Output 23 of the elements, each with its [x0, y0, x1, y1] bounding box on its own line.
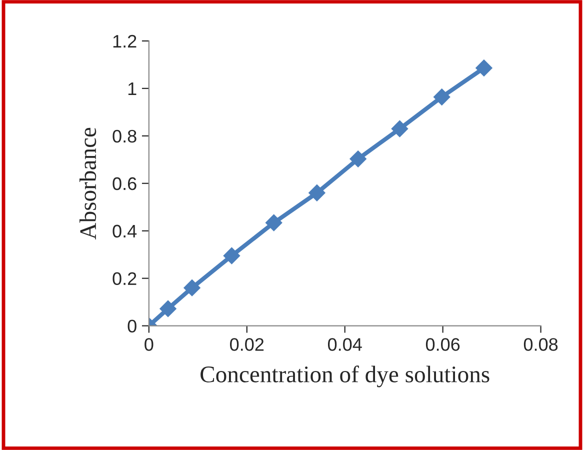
point [391, 120, 408, 138]
y-tick-label: 0.4 [112, 224, 137, 238]
point [433, 88, 450, 106]
y-tick-label: 1 [128, 82, 136, 95]
y-tick-label: 0.2 [112, 272, 136, 286]
point [350, 150, 366, 168]
x-axis-title: Concentration of dye solutions [200, 366, 490, 388]
x-tick-label: 0.04 [328, 338, 362, 351]
y-tick-label: 0.6 [112, 177, 136, 190]
point [184, 279, 200, 296]
x-tick-label: 0.02 [230, 338, 264, 351]
y-tick-label: 0 [128, 320, 136, 333]
point [308, 184, 326, 202]
point [265, 214, 282, 232]
point [223, 247, 240, 264]
y-tick-label: 0.8 [112, 130, 136, 143]
point [160, 300, 176, 318]
y-axis-title: Absorbance [79, 128, 96, 240]
x-tick-label: 0 [144, 338, 154, 351]
y-tick-label: 1.2 [113, 34, 136, 48]
x-tick-label: 0.08 [524, 338, 558, 351]
x-tick-label: 0.06 [426, 338, 460, 351]
point [476, 60, 492, 76]
